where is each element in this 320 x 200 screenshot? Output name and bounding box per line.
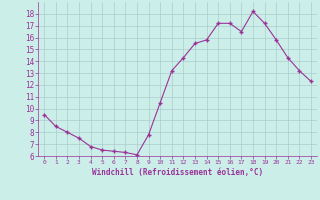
X-axis label: Windchill (Refroidissement éolien,°C): Windchill (Refroidissement éolien,°C) (92, 168, 263, 177)
